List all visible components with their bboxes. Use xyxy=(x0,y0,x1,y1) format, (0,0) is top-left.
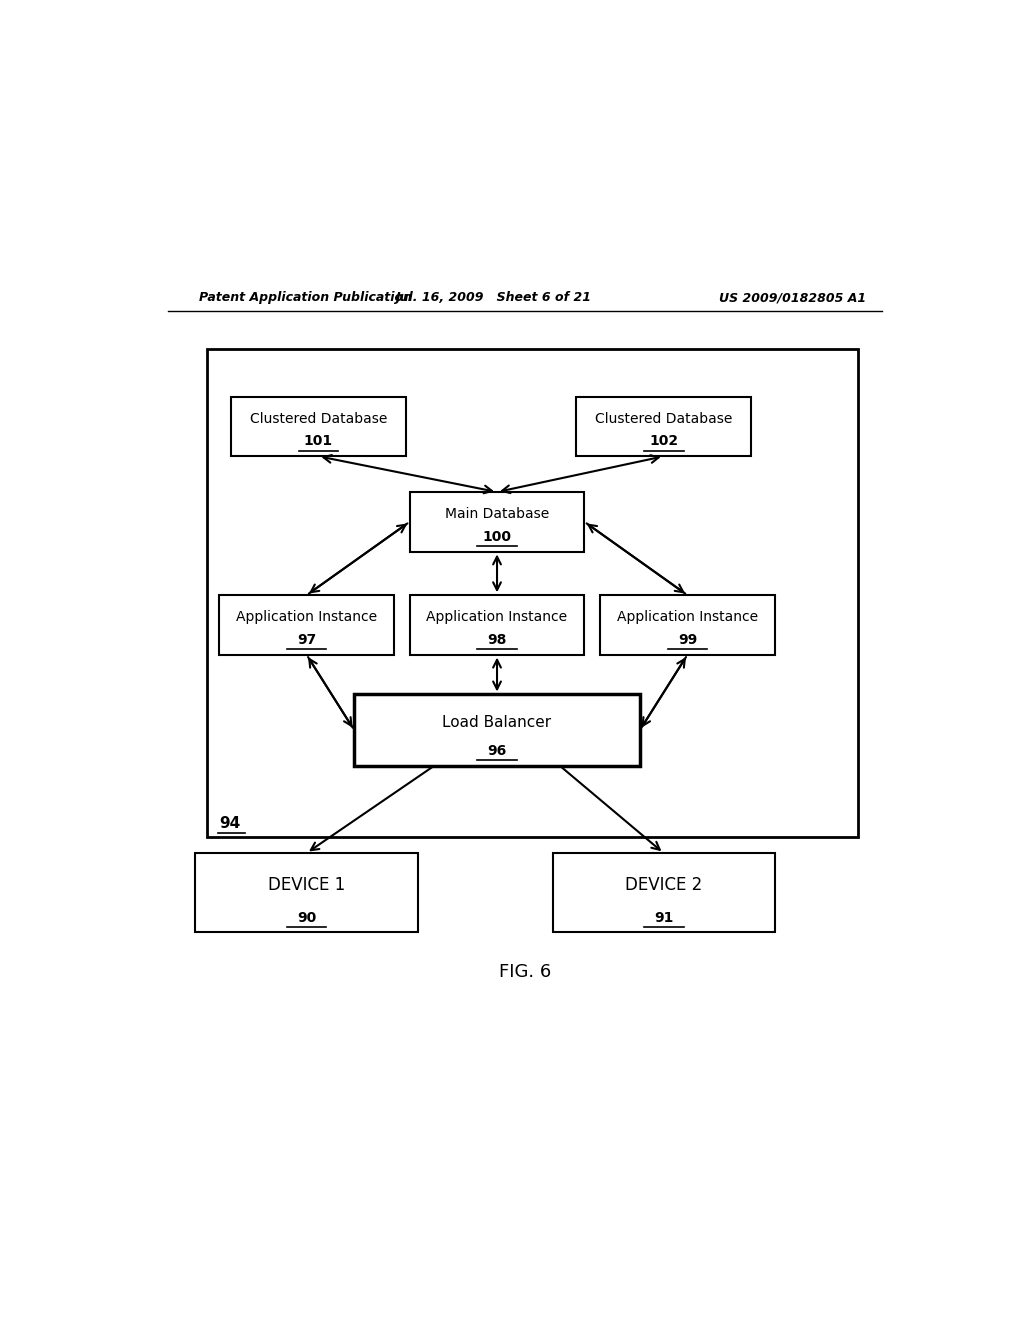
Bar xyxy=(410,492,585,552)
Text: Patent Application Publication: Patent Application Publication xyxy=(200,292,413,304)
Text: Application Instance: Application Instance xyxy=(426,610,567,624)
Bar xyxy=(600,595,775,655)
Bar xyxy=(231,397,406,457)
Text: 91: 91 xyxy=(654,911,674,924)
Text: 90: 90 xyxy=(297,911,316,924)
Text: Application Instance: Application Instance xyxy=(236,610,377,624)
Text: 94: 94 xyxy=(219,816,241,830)
Text: US 2009/0182805 A1: US 2009/0182805 A1 xyxy=(719,292,866,304)
Text: Clustered Database: Clustered Database xyxy=(595,412,732,425)
Bar xyxy=(196,853,418,932)
Text: 97: 97 xyxy=(297,632,316,647)
Bar xyxy=(577,397,751,457)
Text: DEVICE 2: DEVICE 2 xyxy=(625,876,702,894)
Text: 100: 100 xyxy=(482,529,512,544)
Text: Jul. 16, 2009   Sheet 6 of 21: Jul. 16, 2009 Sheet 6 of 21 xyxy=(395,292,591,304)
Text: Clustered Database: Clustered Database xyxy=(250,412,387,425)
Text: FIG. 6: FIG. 6 xyxy=(499,964,551,981)
Text: Load Balancer: Load Balancer xyxy=(442,714,552,730)
Bar xyxy=(354,694,640,766)
Bar xyxy=(219,595,394,655)
Text: 98: 98 xyxy=(487,632,507,647)
Text: Application Instance: Application Instance xyxy=(616,610,758,624)
Text: 102: 102 xyxy=(649,434,678,449)
Bar xyxy=(553,853,775,932)
Bar xyxy=(207,350,858,837)
Text: 99: 99 xyxy=(678,632,697,647)
Text: 101: 101 xyxy=(304,434,333,449)
Text: Main Database: Main Database xyxy=(444,507,549,521)
Text: DEVICE 1: DEVICE 1 xyxy=(268,876,345,894)
Text: 96: 96 xyxy=(487,744,507,758)
Bar xyxy=(410,595,585,655)
